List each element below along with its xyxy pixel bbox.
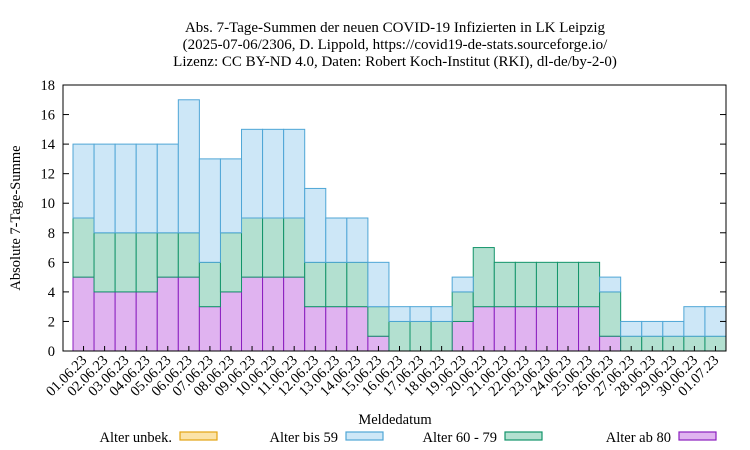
bar-alter-60-79-26.06.23 <box>599 291 622 337</box>
bar-alter-bis-59-06.06.23 <box>177 99 200 234</box>
bar-alter-60-79-11.06.23 <box>283 217 306 278</box>
bar-alter-bis-59-18.06.23 <box>430 306 453 322</box>
title-line-1: Abs. 7-Tage-Summen der neuen COVID-19 In… <box>185 20 606 36</box>
bar-alter-60-79-10.06.23 <box>262 217 285 278</box>
bar-alter-60-79-05.06.23 <box>156 232 179 278</box>
bar-alter-bis-59-08.06.23 <box>219 158 243 234</box>
bar-alter-ab-80-07.06.23 <box>198 306 221 352</box>
bar-alter-60-79-06.06.23 <box>177 232 200 278</box>
bar-alter-bis-59-28.06.23 <box>641 320 664 337</box>
bar-alter-60-79-24.06.23 <box>556 261 580 308</box>
bar-alter-ab-80-12.06.23 <box>304 306 327 352</box>
bar-alter-60-79-12.06.23 <box>304 261 327 308</box>
bar-alter-bis-59-27.06.23 <box>620 320 643 337</box>
bar-alter-bis-59-03.06.23 <box>114 143 137 234</box>
y-tick-label: 10 <box>41 196 56 212</box>
bar-alter-60-79-23.06.23 <box>535 261 558 308</box>
bar-alter-bis-59-17.06.23 <box>409 306 432 322</box>
bar-alter-60-79-15.06.23 <box>367 306 390 337</box>
bar-alter-ab-80-20.06.23 <box>472 306 495 352</box>
bar-alter-bis-59-19.06.23 <box>451 276 474 293</box>
x-axis-label: Meldedatum <box>358 412 432 428</box>
y-tick-label: 18 <box>41 78 56 94</box>
legend-label: Alter 60 - 79 <box>423 430 498 446</box>
bar-alter-bis-59-04.06.23 <box>135 143 158 234</box>
bar-alter-bis-59-30.06.23 <box>683 306 706 337</box>
bar-alter-ab-80-22.06.23 <box>514 306 537 352</box>
bar-alter-bis-59-15.06.23 <box>367 261 390 308</box>
bar-alter-ab-80-10.06.23 <box>262 276 285 352</box>
y-axis-label: Absolute 7-Tage-Summe <box>8 145 24 290</box>
bar-alter-ab-80-04.06.23 <box>135 291 158 352</box>
y-tick-label: 8 <box>48 226 55 242</box>
bar-alter-60-79-07.06.23 <box>198 261 221 308</box>
bar-alter-60-79-08.06.23 <box>219 232 243 293</box>
bar-alter-60-79-21.06.23 <box>493 261 516 308</box>
bar-alter-bis-59-11.06.23 <box>283 128 306 219</box>
bar-alter-bis-59-02.06.23 <box>93 143 116 234</box>
chart-title: Abs. 7-Tage-Summen der neuen COVID-19 In… <box>173 20 617 70</box>
bar-alter-60-79-22.06.23 <box>514 261 537 308</box>
bar-alter-ab-80-24.06.23 <box>556 306 580 352</box>
x-axis: 01.06.2302.06.2303.06.2304.06.2305.06.23… <box>43 346 722 400</box>
title-line-3: Lizenz: CC BY-ND 4.0, Daten: Robert Koch… <box>173 54 617 70</box>
plot-frame <box>62 84 727 352</box>
bar-alter-bis-59-09.06.23 <box>241 128 264 219</box>
legend-swatch <box>678 431 717 441</box>
bar-alter-ab-80-06.06.23 <box>177 276 200 352</box>
bar-alter-60-79-02.06.23 <box>93 232 116 293</box>
y-axis: 0 2 4 6 8 10 12 14 16 18 <box>41 78 726 360</box>
y-tick-label: 6 <box>48 255 55 271</box>
legend-label: Alter bis 59 <box>270 430 338 446</box>
bar-alter-ab-80-23.06.23 <box>535 306 558 352</box>
y-tick-label: 0 <box>48 344 55 360</box>
y-tick-label: 16 <box>41 108 56 124</box>
bars-layer <box>72 99 727 352</box>
bar-alter-bis-59-26.06.23 <box>599 276 622 293</box>
bar-alter-ab-80-09.06.23 <box>241 276 264 352</box>
bar-alter-bis-59-01.06.23 <box>72 143 95 219</box>
bar-alter-60-79-25.06.23 <box>578 261 601 308</box>
legend-swatch <box>504 431 543 441</box>
bar-alter-ab-80-21.06.23 <box>493 306 516 352</box>
bar-alter-ab-80-13.06.23 <box>325 306 348 352</box>
bar-alter-bis-59-05.06.23 <box>156 143 179 234</box>
legend-label: Alter unbek. <box>100 430 172 446</box>
y-tick-label: 14 <box>41 137 56 153</box>
bar-alter-bis-59-10.06.23 <box>262 128 285 219</box>
bar-alter-60-79-19.06.23 <box>451 291 474 322</box>
bar-alter-bis-59-13.06.23 <box>325 217 348 263</box>
title-line-2: (2025-07-06/2306, D. Lippold, https://co… <box>183 37 608 53</box>
legend-label: Alter ab 80 <box>606 430 671 446</box>
legend: Alter unbek. Alter bis 59 Alter 60 - 79 Alt… <box>100 430 717 446</box>
legend-swatch <box>179 431 218 441</box>
y-tick-label: 12 <box>41 167 56 183</box>
bar-alter-bis-59-29.06.23 <box>662 320 685 337</box>
bar-alter-60-79-01.06.23 <box>72 217 95 278</box>
bar-alter-ab-80-01.06.23 <box>72 276 95 352</box>
bar-alter-ab-80-08.06.23 <box>219 291 243 352</box>
bar-alter-ab-80-14.06.23 <box>346 306 369 352</box>
bar-alter-60-79-14.06.23 <box>346 261 369 308</box>
bar-alter-60-79-04.06.23 <box>135 232 158 293</box>
bar-alter-ab-80-03.06.23 <box>114 291 137 352</box>
legend-swatch <box>345 431 384 441</box>
bar-alter-bis-59-16.06.23 <box>388 306 411 322</box>
bar-alter-ab-80-25.06.23 <box>578 306 601 352</box>
bar-alter-ab-80-02.06.23 <box>93 291 116 352</box>
bar-alter-bis-59-14.06.23 <box>346 217 369 263</box>
y-tick-label: 4 <box>48 285 56 301</box>
bar-alter-ab-80-11.06.23 <box>283 276 306 352</box>
bar-alter-60-79-20.06.23 <box>472 247 495 308</box>
bar-alter-60-79-09.06.23 <box>241 217 264 278</box>
bar-alter-bis-59-12.06.23 <box>304 187 327 263</box>
bar-alter-60-79-13.06.23 <box>325 261 348 308</box>
bar-alter-ab-80-05.06.23 <box>156 276 179 352</box>
bar-alter-60-79-03.06.23 <box>114 232 137 293</box>
y-tick-label: 2 <box>48 314 55 330</box>
bar-alter-bis-59-07.06.23 <box>198 158 221 263</box>
